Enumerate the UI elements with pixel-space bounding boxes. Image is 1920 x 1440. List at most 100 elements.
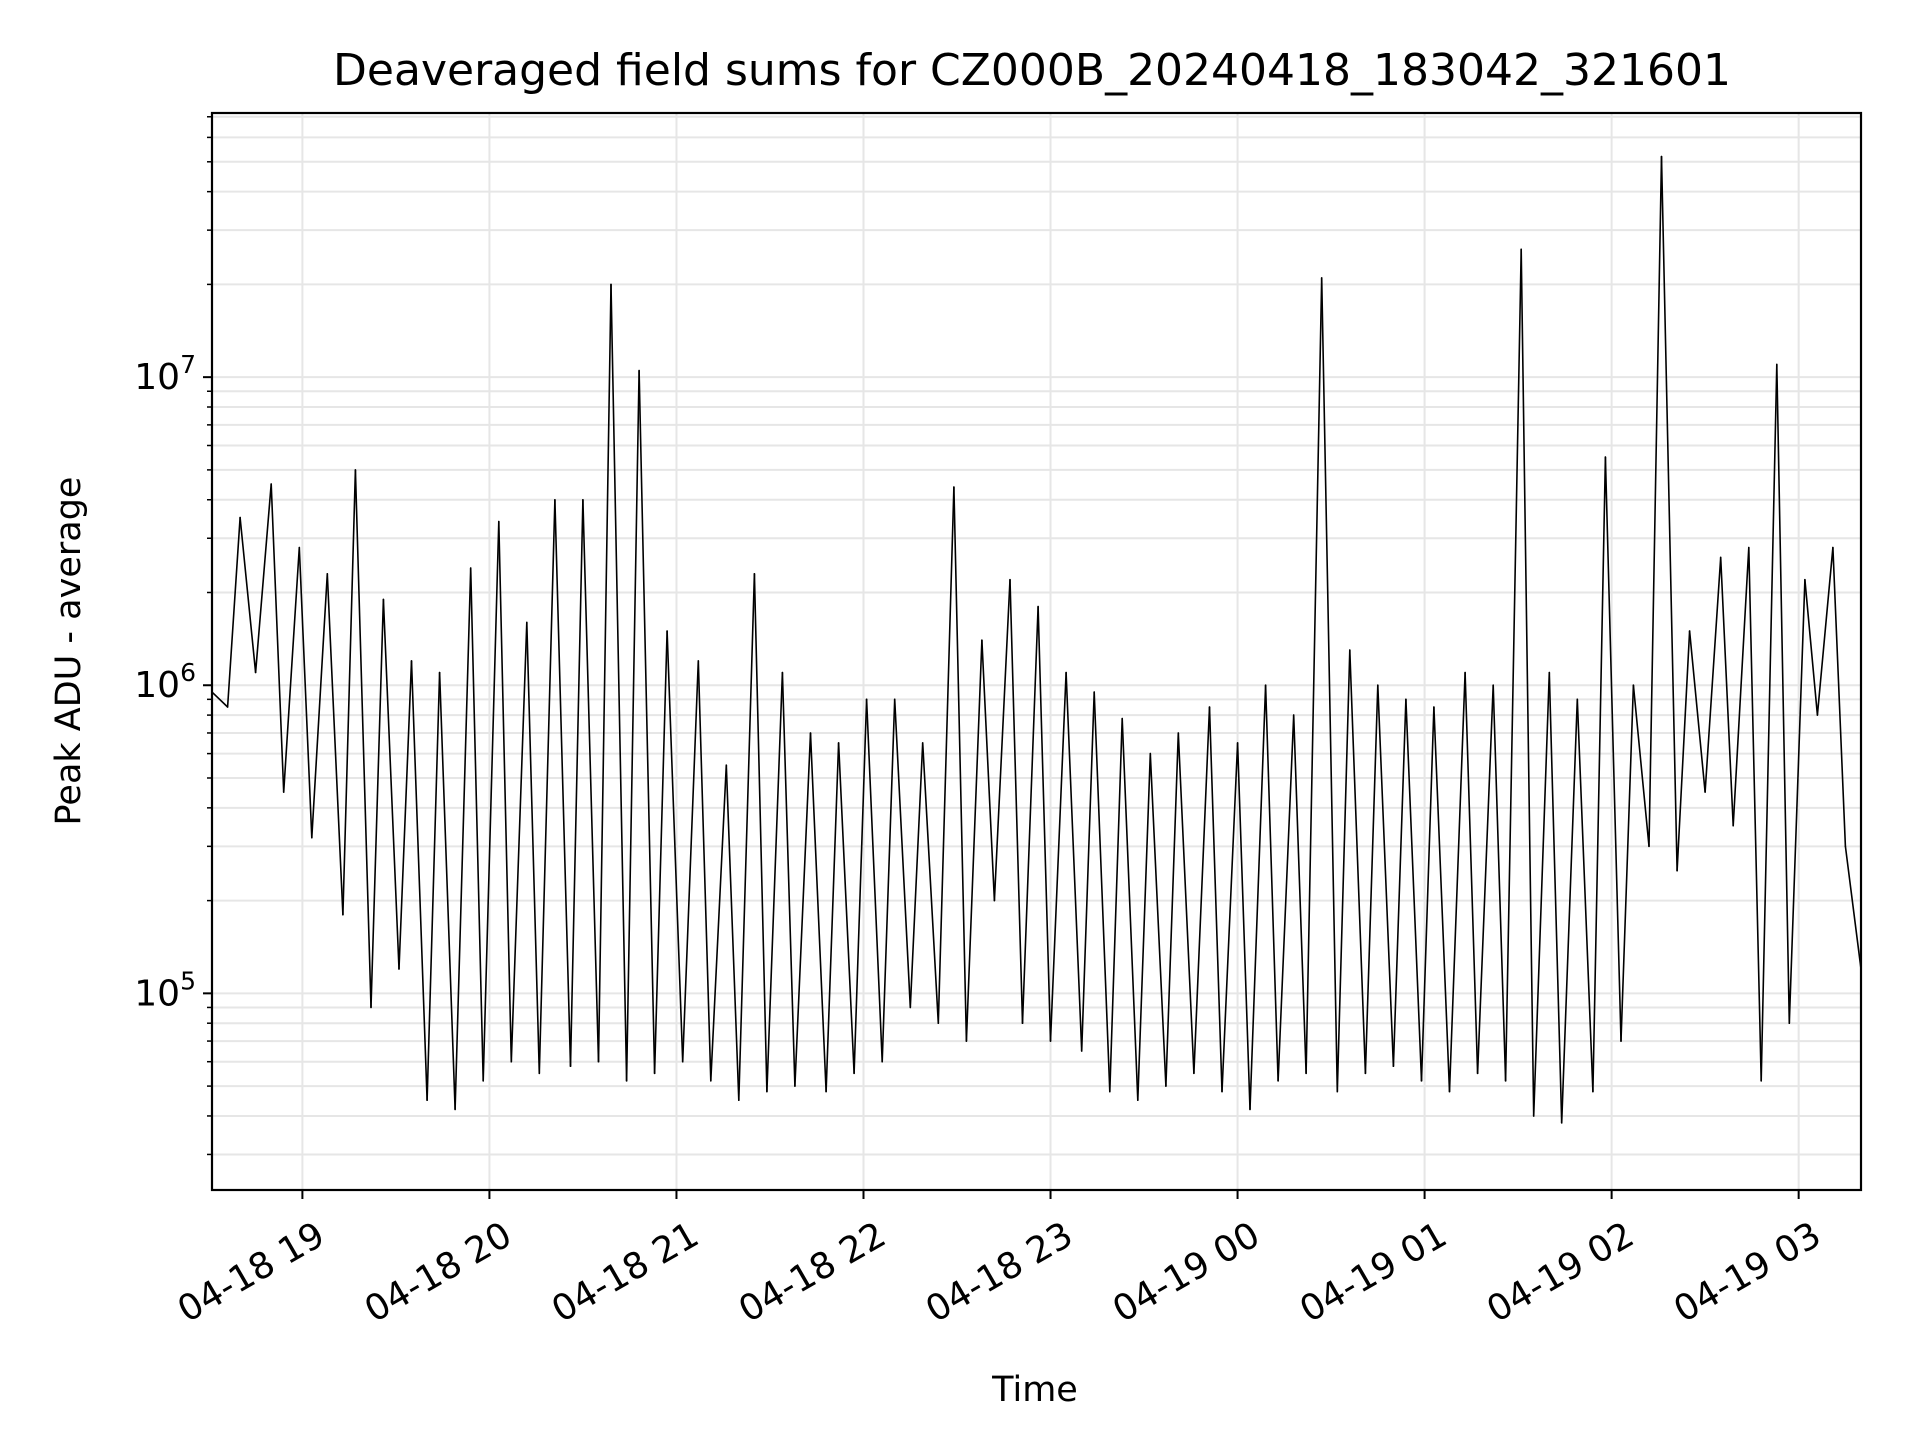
series-line-segment bbox=[454, 567, 472, 1111]
series-line-segment bbox=[538, 498, 556, 1075]
series-line-segment bbox=[753, 572, 768, 1093]
y-tick-label: 105 bbox=[134, 966, 196, 1014]
y-tick-exponent: 7 bbox=[180, 350, 196, 379]
series-line-segment bbox=[1137, 752, 1152, 1101]
y-tick-exponent: 5 bbox=[180, 966, 196, 995]
y-axis-label: Peak ADU - average bbox=[49, 477, 89, 826]
series-line-segment bbox=[981, 639, 996, 902]
series-line-segment bbox=[597, 283, 612, 1063]
series-line-segment bbox=[525, 621, 541, 1075]
series-line-segment bbox=[298, 546, 313, 839]
series-line-segment bbox=[1420, 706, 1435, 1082]
y-tick-base: 10 bbox=[134, 357, 180, 398]
plot-area bbox=[211, 155, 1862, 1124]
series-line-segment bbox=[1433, 706, 1451, 1093]
series-line-segment bbox=[1320, 277, 1339, 1093]
series-line-segment bbox=[1776, 363, 1791, 1025]
series-line-segment bbox=[1208, 706, 1223, 1093]
series-line-segment bbox=[1676, 630, 1691, 872]
series-line-segment bbox=[569, 498, 584, 1067]
series-line-segment bbox=[1193, 706, 1211, 1075]
series-line-segment bbox=[625, 369, 640, 1082]
y-tick-exponent: 6 bbox=[180, 658, 196, 687]
chart-title: Deaveraged field sums for CZ000B_2024041… bbox=[333, 45, 1731, 96]
series-line-segment bbox=[1844, 845, 1862, 970]
series-line-segment bbox=[1305, 277, 1323, 1075]
series-line-segment bbox=[582, 498, 600, 1063]
series-line-segment bbox=[1504, 248, 1522, 1082]
series-line-segment bbox=[865, 698, 884, 1063]
series-line-segment bbox=[1177, 732, 1195, 1075]
series-line-segment bbox=[1732, 546, 1750, 827]
series-line-segment bbox=[510, 621, 528, 1063]
series-line-segment bbox=[1620, 684, 1635, 1042]
series-line-segment bbox=[482, 520, 500, 1082]
series-line-segment bbox=[1816, 546, 1834, 716]
series-line-segment bbox=[893, 698, 912, 1009]
series-line-segment bbox=[354, 469, 372, 1009]
series-line-segment bbox=[965, 639, 983, 1042]
series-line-segment bbox=[270, 483, 285, 793]
series-line-segment bbox=[1392, 698, 1407, 1067]
series-line-segment bbox=[1037, 605, 1052, 1042]
series-line-segment bbox=[497, 520, 513, 1063]
series-line-segment bbox=[653, 630, 668, 1075]
series-line-segment bbox=[370, 598, 385, 1009]
series-line-segment bbox=[1632, 684, 1650, 848]
series-line-segment bbox=[1009, 578, 1024, 1025]
series-line-segment bbox=[1264, 684, 1279, 1082]
series-line-segment bbox=[725, 764, 740, 1101]
series-line-segment bbox=[1592, 456, 1607, 1093]
series-line-segment bbox=[398, 660, 413, 970]
series-line-segment bbox=[610, 283, 628, 1082]
series-line-segment bbox=[681, 660, 700, 1063]
series-line-segment bbox=[1149, 752, 1167, 1087]
series-line-segment bbox=[1021, 605, 1039, 1025]
series-line-segment bbox=[1748, 546, 1762, 1082]
series-line-segment bbox=[825, 742, 840, 1093]
series-line-segment bbox=[1492, 684, 1507, 1082]
y-tick-base: 10 bbox=[134, 665, 180, 706]
series-line-segment bbox=[1292, 714, 1307, 1075]
x-axis-label: Time bbox=[991, 1370, 1078, 1410]
series-line-segment bbox=[853, 698, 868, 1075]
series-line-segment bbox=[1832, 546, 1847, 848]
series-line-segment bbox=[809, 732, 827, 1093]
series-line-segment bbox=[881, 698, 896, 1063]
series-line-segment bbox=[226, 516, 241, 708]
series-line-segment bbox=[1604, 456, 1622, 1042]
series-line-segment bbox=[342, 469, 357, 916]
series-line-segment bbox=[1165, 732, 1180, 1087]
series-line-segment bbox=[1532, 671, 1551, 1117]
series-line-segment bbox=[1249, 684, 1267, 1111]
y-tick-base: 10 bbox=[134, 973, 180, 1014]
series-line-segment bbox=[1364, 684, 1379, 1075]
series-line-segment bbox=[1788, 578, 1806, 1025]
series-line-segment bbox=[382, 598, 400, 970]
series-line-segment bbox=[1336, 649, 1351, 1093]
series-line-segment bbox=[1704, 556, 1722, 793]
series-line-segment bbox=[438, 671, 456, 1111]
series-line-segment bbox=[554, 498, 572, 1067]
series-line-segment bbox=[1405, 698, 1423, 1082]
series-line-segment bbox=[737, 572, 756, 1101]
series-line-segment bbox=[426, 671, 441, 1101]
axes-frame bbox=[210, 111, 1863, 1192]
series-line-segment bbox=[1049, 671, 1067, 1042]
series-line-segment bbox=[638, 369, 656, 1075]
series-line-segment bbox=[1080, 691, 1095, 1052]
series-line-segment bbox=[937, 486, 955, 1025]
series-line-segment bbox=[1377, 684, 1395, 1067]
series-line-segment bbox=[993, 578, 1011, 902]
series-line-segment bbox=[1576, 698, 1594, 1093]
series-line-segment bbox=[1464, 671, 1479, 1075]
series-line-segment bbox=[909, 742, 924, 1009]
series-line-segment bbox=[1760, 363, 1778, 1082]
series-line-segment bbox=[1093, 691, 1111, 1093]
y-tick-label: 107 bbox=[134, 350, 196, 398]
series-line-segment bbox=[326, 572, 344, 916]
series-line-segment bbox=[310, 572, 329, 839]
series-line-segment bbox=[1688, 630, 1706, 793]
series-line-segment bbox=[282, 546, 301, 793]
